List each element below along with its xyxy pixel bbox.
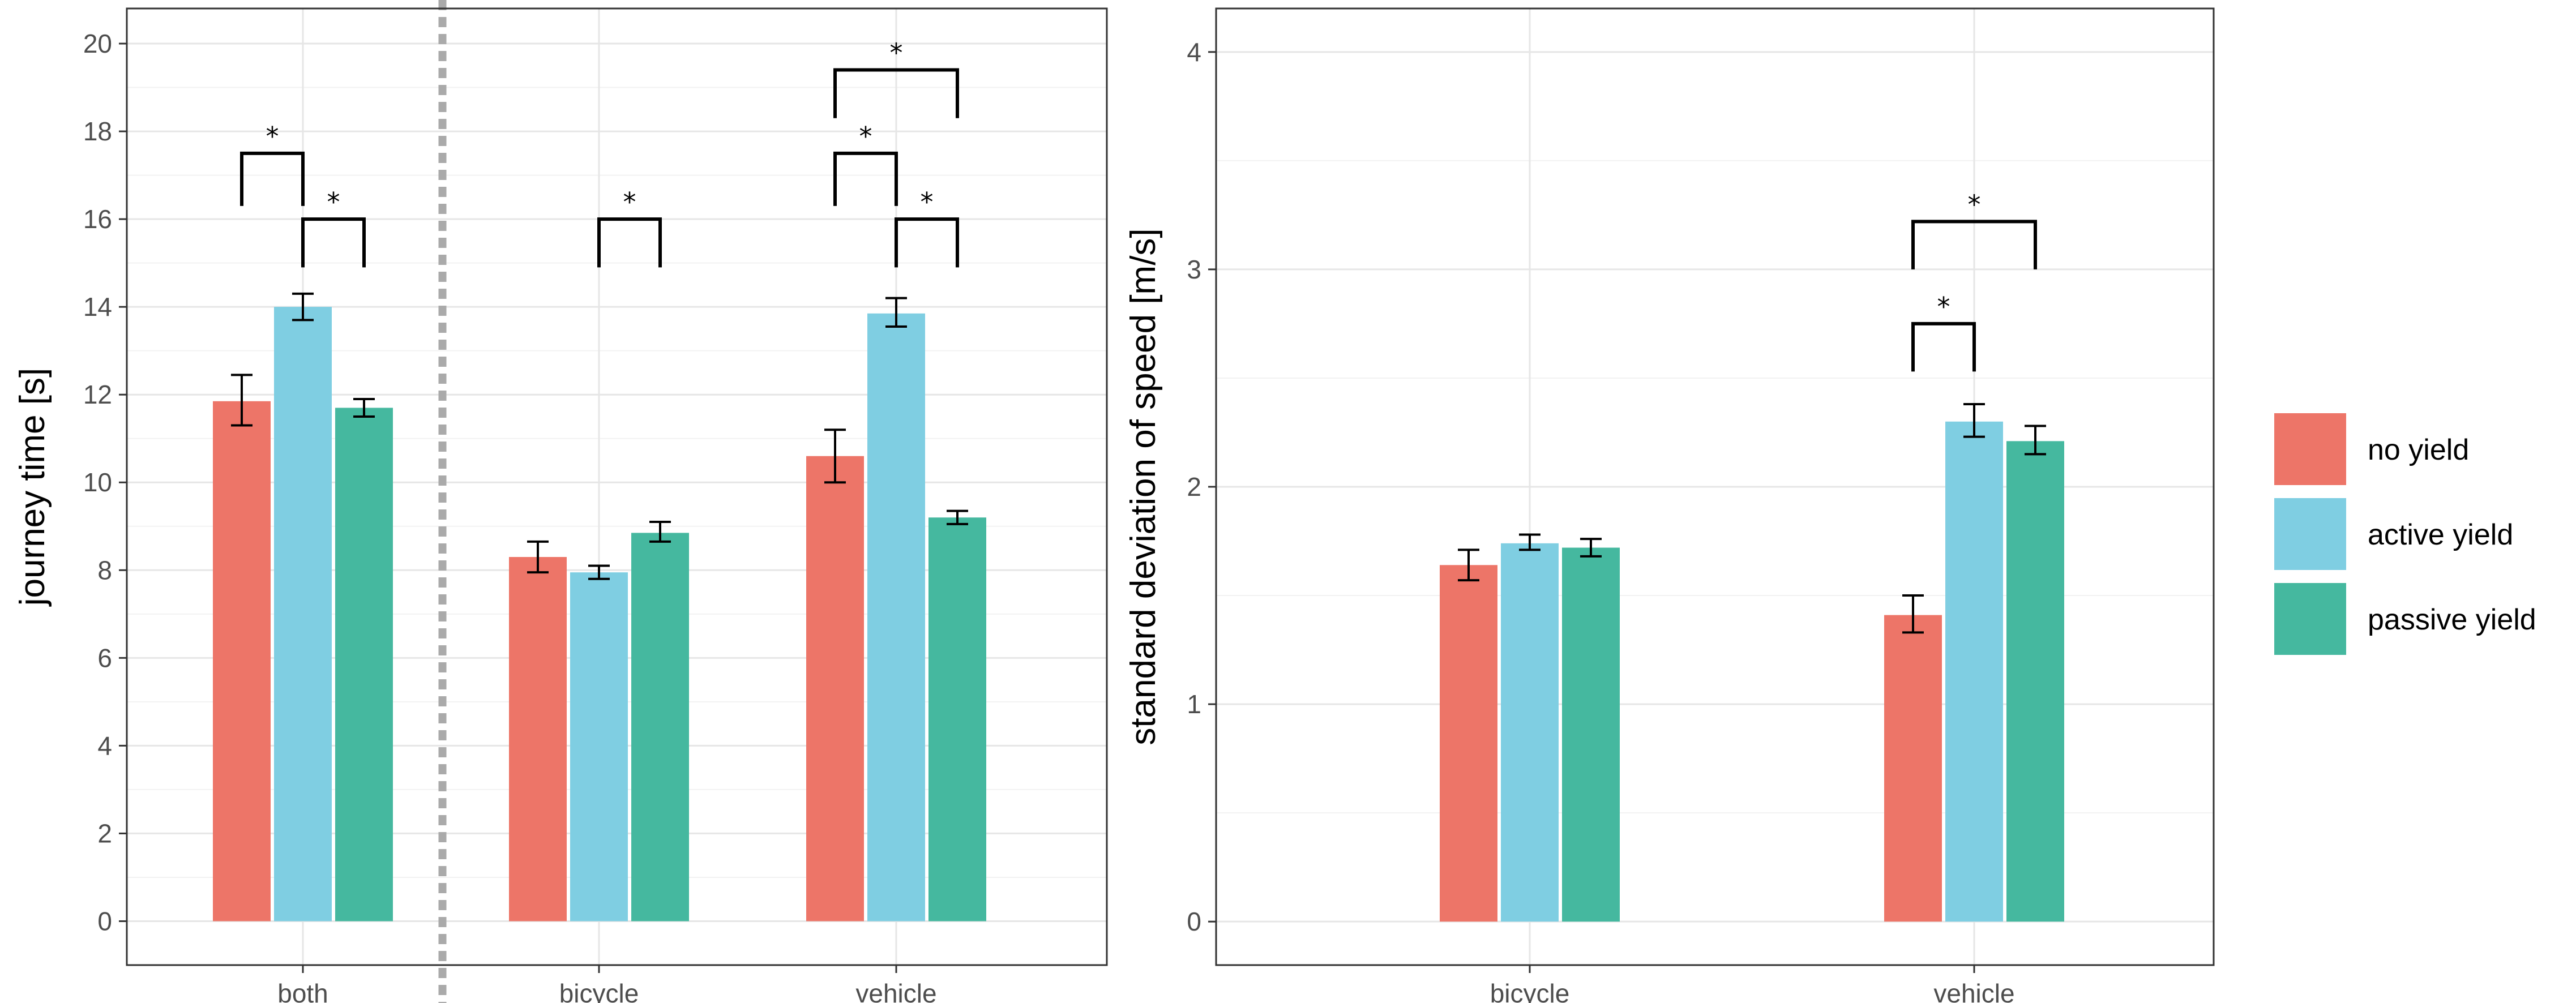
- y-tick-label: 3: [1187, 255, 1201, 284]
- bar-passive-yield: [1562, 547, 1620, 922]
- legend-swatch-no-yield: [2274, 413, 2346, 485]
- bar-passive-yield: [631, 533, 689, 921]
- y-tick-label: 0: [97, 906, 112, 936]
- bar-active-yield: [570, 572, 628, 921]
- bar-passive-yield: [335, 408, 393, 921]
- significance-bracket: [1911, 220, 2037, 269]
- significance-bracket: [833, 151, 898, 206]
- x-tick-label: both: [277, 979, 328, 1003]
- bar-no-yield: [509, 557, 567, 921]
- legend-swatch-passive-yield: [2274, 583, 2346, 655]
- y-tick-label: 2: [97, 818, 112, 848]
- bar-passive-yield: [928, 517, 986, 921]
- bar-active-yield: [867, 313, 925, 921]
- y-tick-label: 4: [1187, 37, 1201, 67]
- y-tick-label: 20: [83, 29, 112, 58]
- bar-no-yield: [1884, 615, 1942, 922]
- significance-star: *: [921, 187, 934, 217]
- x-tick-label: vehicle: [855, 979, 936, 1003]
- legend-label-passive-yield: passive yield: [2368, 603, 2536, 636]
- significance-bracket: [895, 217, 959, 268]
- y-axis-title: journey time [s]: [13, 368, 52, 607]
- x-tick-label: bicycle: [559, 979, 639, 1003]
- y-tick-label: 1: [1187, 689, 1201, 719]
- significance-bracket: [597, 217, 662, 268]
- y-axis-title: standard deviation of speed [m/s]: [1124, 228, 1163, 745]
- significance-star: *: [623, 187, 636, 217]
- legend-label-no-yield: no yield: [2368, 434, 2469, 466]
- y-tick-label: 0: [1187, 907, 1201, 936]
- legend-label-active-yield: active yield: [2368, 518, 2513, 551]
- bar-no-yield: [1440, 565, 1497, 922]
- y-tick-label: 4: [97, 731, 112, 760]
- bar-passive-yield: [2006, 441, 2064, 922]
- significance-star: *: [327, 187, 340, 217]
- y-tick-label: 2: [1187, 472, 1201, 501]
- legend-swatch-active-yield: [2274, 498, 2346, 570]
- y-tick-label: 12: [83, 380, 112, 409]
- significance-star: *: [1937, 292, 1950, 322]
- y-tick-label: 10: [83, 468, 112, 497]
- bar-active-yield: [1501, 543, 1559, 922]
- significance-star: *: [266, 121, 279, 152]
- y-tick-label: 8: [97, 555, 112, 585]
- bar-no-yield: [806, 456, 864, 921]
- significance-bracket: [833, 68, 959, 118]
- significance-bracket: [301, 217, 366, 268]
- bar-active-yield: [274, 307, 332, 921]
- y-tick-label: 14: [83, 292, 112, 322]
- significance-star: *: [890, 38, 903, 68]
- significance-star: *: [859, 121, 872, 152]
- speed-sd-panel: * * 0 1 2 3 4 bicycle vehicle standard deviation …: [1124, 7, 2215, 1003]
- y-tick-label: 16: [83, 204, 112, 234]
- significance-star: *: [1968, 189, 1981, 220]
- significance-bracket: [240, 151, 305, 206]
- legend: no yield active yield passive yield: [2274, 413, 2536, 655]
- y-tick-label: 18: [83, 117, 112, 146]
- y-tick-label: 6: [97, 643, 112, 672]
- x-tick-label: bicycle: [1490, 979, 1570, 1003]
- x-tick-label: vehicle: [1933, 979, 2014, 1003]
- bar-active-yield: [1945, 421, 2003, 922]
- journey-time-panel: * * * * * * 0 2 4 6 8 10 12 14 16 18 20 both bicycle vehicl…: [13, 0, 1108, 1003]
- significance-bracket: [1911, 322, 1976, 372]
- bar-no-yield: [213, 401, 271, 921]
- panel-border: [126, 7, 1108, 966]
